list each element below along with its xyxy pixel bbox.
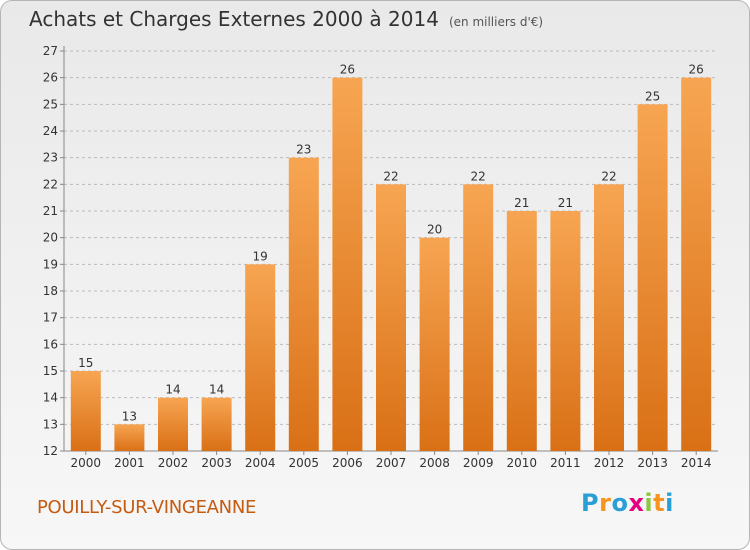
- x-tick-label: 2013: [637, 456, 668, 470]
- bar: [158, 397, 188, 451]
- bar: [637, 104, 668, 451]
- y-tick-label: 25: [43, 97, 58, 111]
- y-tick-label: 16: [43, 337, 58, 351]
- bar: [463, 184, 494, 452]
- bar: [70, 371, 101, 451]
- y-tick-label: 17: [43, 311, 58, 325]
- data-label: 19: [253, 249, 268, 263]
- logo-letter: P: [581, 489, 600, 517]
- x-tick-label: 2010: [507, 456, 538, 470]
- bars: [70, 77, 712, 452]
- x-tick-label: 2009: [463, 456, 494, 470]
- bar: [201, 397, 232, 451]
- bar: [419, 237, 450, 451]
- y-tick-label: 18: [43, 284, 58, 298]
- data-label: 26: [340, 63, 355, 77]
- logo-letter: t: [653, 489, 666, 517]
- y-tick-label: 13: [43, 417, 58, 431]
- data-label: 22: [383, 169, 398, 183]
- chart-subtitle: (en milliers d'€): [448, 15, 544, 29]
- x-tick-label: 2012: [594, 456, 625, 470]
- bar: [114, 424, 145, 451]
- bar: [594, 184, 624, 452]
- bar: [506, 211, 537, 451]
- y-tick-label: 22: [43, 177, 58, 191]
- x-tick-label: 2006: [332, 456, 363, 470]
- city-name: POUILLY-SUR-VINGEANNE: [37, 497, 257, 518]
- y-tick-label: 14: [43, 391, 58, 405]
- x-tick-label: 2003: [201, 456, 232, 470]
- y-tick-label: 23: [43, 151, 58, 165]
- data-label: 26: [689, 63, 704, 77]
- y-tick-label: 20: [43, 231, 58, 245]
- x-tick-label: 2014: [681, 456, 712, 470]
- chart-title: Achats et Charges Externes 2000 à 2014 (e…: [29, 7, 543, 31]
- logo-letter: o: [611, 489, 629, 517]
- y-tick-label: 12: [43, 444, 58, 458]
- bar: [550, 211, 581, 451]
- data-label: 21: [558, 196, 573, 210]
- x-tick-label: 2008: [419, 456, 450, 470]
- logo-letter: x: [628, 489, 645, 517]
- logo-letter: i: [665, 489, 674, 517]
- bar: [376, 184, 406, 452]
- x-tick-label: 2007: [376, 456, 407, 470]
- y-tick-label: 26: [43, 71, 58, 85]
- data-label: 14: [209, 383, 224, 397]
- data-label: 25: [645, 89, 660, 103]
- bar: [245, 264, 276, 451]
- y-tick-label: 21: [43, 204, 58, 218]
- x-tick-label: 2004: [245, 456, 276, 470]
- y-tick-label: 19: [43, 257, 58, 271]
- logo-letter: i: [644, 489, 654, 517]
- labels: 12 13 14 15 16 17 18 19 20 21 22 23 24 25 26 27 15 2000 13…: [43, 44, 712, 470]
- data-label: 15: [78, 356, 93, 370]
- y-tick-label: 24: [43, 124, 58, 138]
- data-label: 22: [471, 169, 486, 183]
- data-label: 20: [427, 223, 442, 237]
- y-tick-label: 27: [43, 44, 58, 58]
- data-label: 14: [165, 383, 180, 397]
- x-tick-label: 2005: [289, 456, 320, 470]
- data-label: 23: [296, 143, 311, 157]
- bar: [288, 157, 319, 451]
- y-tick-label: 15: [43, 364, 58, 378]
- data-label: 21: [514, 196, 529, 210]
- bar: [681, 77, 712, 452]
- data-label: 13: [122, 409, 137, 423]
- x-tick-label: 2011: [550, 456, 581, 470]
- x-tick-label: 2000: [71, 456, 102, 470]
- bar: [332, 77, 363, 452]
- proxiti-logo[interactable]: Proxiti: [581, 489, 674, 517]
- x-tick-label: 2002: [158, 456, 189, 470]
- logo-letter: r: [599, 489, 612, 517]
- chart-title-text: Achats et Charges Externes 2000 à 2014: [29, 7, 439, 31]
- x-tick-label: 2001: [114, 456, 145, 470]
- data-label: 22: [601, 169, 616, 183]
